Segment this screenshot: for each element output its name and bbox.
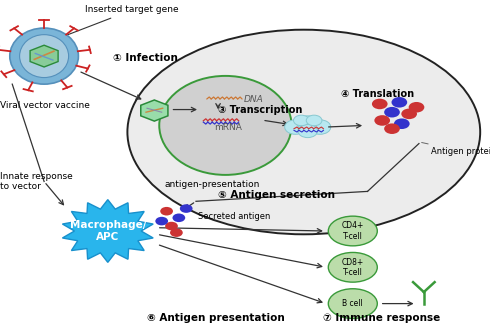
- Ellipse shape: [127, 30, 480, 234]
- Text: Antigen protein: Antigen protein: [422, 143, 490, 156]
- Ellipse shape: [10, 28, 78, 84]
- Text: Innate response
to vector: Innate response to vector: [0, 172, 73, 191]
- Text: ③ Transcription: ③ Transcription: [218, 105, 302, 115]
- Ellipse shape: [328, 289, 377, 318]
- Text: Viral vector vaccine: Viral vector vaccine: [0, 101, 90, 110]
- Ellipse shape: [20, 35, 69, 78]
- Circle shape: [394, 118, 410, 129]
- Text: CD4+
T-cell: CD4+ T-cell: [342, 221, 364, 241]
- Text: DNA: DNA: [244, 94, 263, 104]
- Circle shape: [170, 228, 183, 237]
- Circle shape: [384, 107, 400, 117]
- Text: B cell: B cell: [343, 299, 363, 308]
- Text: Macrophage/
APC: Macrophage/ APC: [70, 220, 146, 242]
- Ellipse shape: [159, 76, 292, 175]
- Circle shape: [409, 102, 424, 113]
- Text: mRNA: mRNA: [214, 123, 242, 132]
- Circle shape: [172, 214, 185, 222]
- Ellipse shape: [328, 216, 377, 246]
- Text: CD8+
T-cell: CD8+ T-cell: [342, 258, 364, 277]
- Text: ⑦ Immune response: ⑦ Immune response: [323, 314, 441, 323]
- Circle shape: [155, 217, 168, 225]
- Polygon shape: [62, 200, 153, 262]
- Text: Inserted target gene: Inserted target gene: [66, 5, 179, 35]
- Circle shape: [180, 204, 193, 213]
- Text: Secreted antigen: Secreted antigen: [198, 212, 271, 221]
- Circle shape: [306, 115, 322, 126]
- Circle shape: [401, 109, 417, 119]
- Circle shape: [294, 115, 309, 126]
- Circle shape: [384, 123, 400, 134]
- Text: ⑤ Antigen secretion: ⑤ Antigen secretion: [218, 190, 335, 200]
- Circle shape: [374, 115, 390, 126]
- Circle shape: [372, 99, 388, 109]
- Ellipse shape: [328, 252, 377, 282]
- Circle shape: [309, 120, 331, 134]
- Circle shape: [285, 120, 306, 134]
- Text: ① Infection: ① Infection: [113, 53, 177, 63]
- Circle shape: [165, 222, 178, 230]
- Text: ④ Translation: ④ Translation: [341, 89, 414, 99]
- Text: antigen-presentation: antigen-presentation: [164, 180, 260, 189]
- Circle shape: [298, 124, 318, 138]
- Circle shape: [392, 97, 407, 108]
- Circle shape: [297, 116, 318, 130]
- Circle shape: [160, 207, 173, 215]
- Text: ⑥ Antigen presentation: ⑥ Antigen presentation: [147, 314, 285, 323]
